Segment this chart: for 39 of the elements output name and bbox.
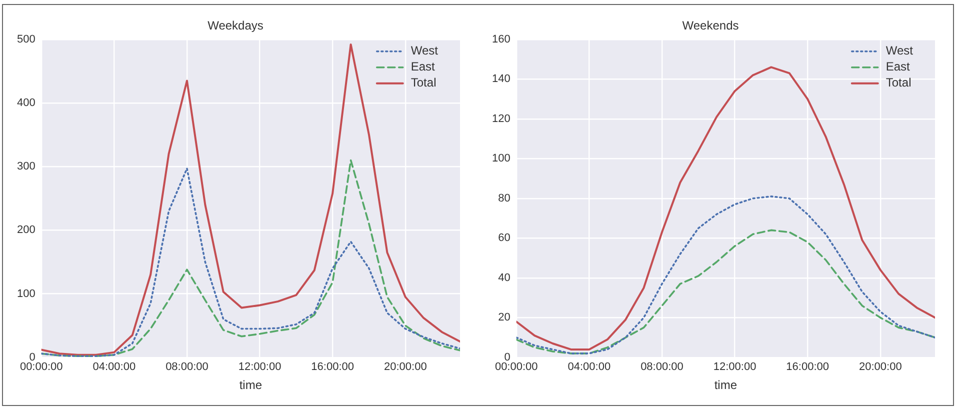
y-tick-label: 120 [492, 112, 510, 125]
x-tick-label: 04:00:00 [92, 361, 136, 374]
x-tick-label: 04:00:00 [568, 361, 611, 374]
y-tick-label: 200 [16, 224, 36, 236]
y-tick-label: 160 [492, 33, 510, 46]
legend-label: West [886, 44, 914, 58]
y-tick-label: 40 [498, 272, 510, 284]
y-tick-label: 20 [498, 312, 510, 324]
x-tick-label: 16:00:00 [786, 361, 829, 374]
chart-title: Weekdays [208, 18, 264, 33]
x-tick-label: 12:00:00 [713, 361, 756, 374]
legend-label: East [410, 60, 436, 74]
legend-label: West [410, 44, 439, 58]
x-tick-label: 12:00:00 [238, 361, 282, 374]
y-tick-label: 0 [504, 351, 510, 364]
x-axis-title: time [714, 378, 738, 392]
x-tick-label: 20:00:00 [858, 361, 902, 374]
x-tick-label: 08:00:00 [166, 361, 208, 374]
legend-label: East [886, 60, 911, 74]
legend-label: Total [410, 76, 436, 90]
x-tick-label: 00:00:00 [494, 361, 538, 374]
x-tick-label: 20:00:00 [384, 361, 427, 374]
y-tick-label: 0 [29, 351, 36, 364]
line-series [516, 229, 935, 354]
y-tick-label: 300 [16, 160, 36, 173]
legend-label: Total [886, 76, 912, 90]
y-tick-label: 100 [492, 152, 510, 165]
y-tick-label: 500 [16, 33, 36, 46]
y-tick-label: 100 [16, 288, 36, 300]
x-tick-label: 16:00:00 [311, 361, 354, 374]
y-tick-label: 400 [16, 97, 36, 110]
chart-title: Weekends [682, 18, 739, 33]
x-tick-label: 08:00:00 [640, 361, 684, 374]
y-tick-label: 140 [492, 73, 510, 86]
line-series [516, 196, 935, 354]
y-tick-label: 80 [498, 192, 510, 204]
x-axis-title: time [239, 378, 262, 392]
y-tick-label: 60 [498, 232, 510, 244]
x-tick-label: 00:00:00 [20, 361, 63, 374]
